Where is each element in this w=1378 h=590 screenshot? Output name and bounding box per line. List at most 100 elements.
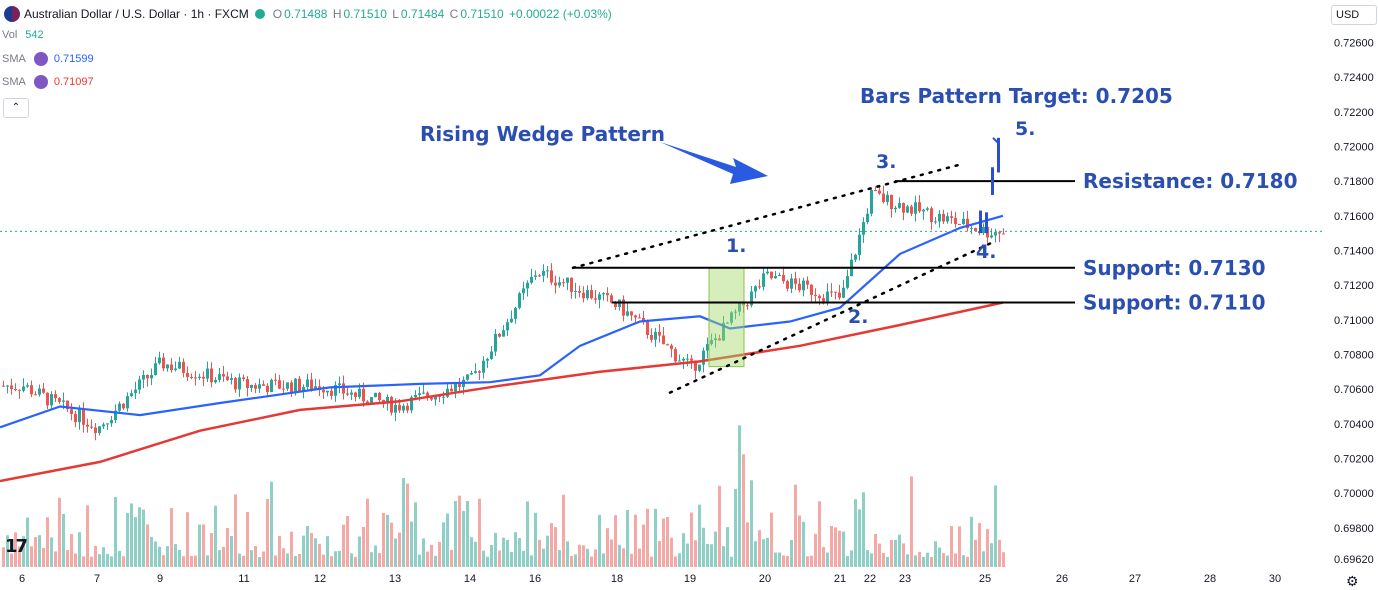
volume-bar (862, 492, 865, 567)
candle-body (842, 287, 845, 298)
candle-body (94, 427, 97, 434)
candle-body (174, 368, 177, 370)
volume-bar (798, 515, 801, 567)
sma2-legend[interactable]: SMA 0.71097 (2, 75, 94, 89)
candle-body (990, 235, 993, 238)
candle-body (634, 315, 637, 318)
candle-body (822, 298, 825, 302)
volume-bar (418, 554, 421, 567)
collapse-legend-button[interactable]: ⌃ (3, 98, 29, 118)
candle-body (798, 283, 801, 291)
volume-bar (338, 550, 341, 567)
open-value: 0.71488 (284, 7, 328, 21)
volume-bar (554, 527, 557, 567)
volume-bar (1002, 552, 1005, 567)
volume-bar (38, 535, 41, 567)
candle-body (762, 273, 765, 287)
candle-body (946, 216, 949, 222)
gear-icon[interactable]: ⚙ (1346, 573, 1359, 589)
y-tick-label: 0.72000 (1334, 141, 1374, 153)
sma1-legend[interactable]: SMA 0.71599 (2, 52, 94, 66)
y-tick-label: 0.71800 (1334, 176, 1374, 188)
volume-label: Vol (2, 29, 18, 41)
volume-bar (642, 524, 645, 567)
volume-bar (970, 516, 973, 567)
candle-body (306, 379, 309, 388)
candle-body (910, 206, 913, 214)
volume-bar (462, 510, 465, 567)
volume-bar (190, 555, 193, 567)
candle-body (802, 280, 805, 291)
wedge-label: Rising Wedge Pattern (420, 122, 665, 146)
candle-body (290, 382, 293, 393)
candle-body (926, 208, 929, 210)
candle-body (198, 376, 201, 379)
candle-body (506, 322, 509, 331)
volume-bar (818, 501, 821, 567)
volume-bar (54, 551, 57, 567)
volume-bar (542, 548, 545, 567)
y-axis[interactable]: 0.72600 0.72400 0.72200 0.72000 0.71800 0.716… (1334, 37, 1374, 566)
candle-body (794, 278, 797, 284)
candle-body (58, 398, 61, 402)
volume-bar (414, 502, 417, 567)
x-tick-label: 28 (1204, 573, 1216, 585)
volume-bar (46, 517, 49, 567)
level-label: Support: 0.7130 (1083, 256, 1266, 280)
candle-body (726, 322, 729, 324)
candle-body (154, 363, 157, 376)
volume-bar (530, 555, 533, 567)
volume-bar (958, 526, 961, 567)
candle-body (582, 292, 585, 299)
volume-bar (114, 496, 117, 567)
volume-bar (502, 537, 505, 567)
x-axis[interactable]: 6 7 9 11 12 13 14 16 18 19 20 21 22 23 25 26 27 28 30 (19, 573, 1281, 585)
volume-bar (198, 524, 201, 567)
candle-body (246, 379, 249, 388)
candle-body (210, 368, 213, 383)
chart-header: Australian Dollar / U.S. Dollar · 1h · F… (0, 0, 614, 28)
volume-legend[interactable]: Vol 542 (2, 29, 44, 41)
candle-body (530, 276, 533, 283)
volume-bar (422, 538, 425, 567)
candle-body (90, 426, 93, 428)
candle-body (410, 397, 413, 411)
volume-bar (274, 555, 277, 567)
candle-body (906, 206, 909, 213)
candle-body (914, 202, 917, 214)
volume-bar (806, 556, 809, 567)
sma-200-line (0, 301, 1004, 483)
volume-bar (622, 548, 625, 567)
currency-selector[interactable]: USD (1331, 5, 1377, 25)
candle-body (142, 374, 145, 380)
candle-body (754, 286, 757, 292)
candle-body (278, 380, 281, 389)
volume-bar (518, 538, 521, 567)
x-tick-label: 12 (314, 573, 326, 585)
candle-body (782, 275, 785, 282)
y-tick-label: 0.70200 (1334, 453, 1374, 465)
volume-bar (566, 541, 569, 567)
y-tick-label: 0.71000 (1334, 315, 1374, 327)
sma-50-line (0, 214, 1004, 429)
volume-bar (110, 556, 113, 567)
candle-body (186, 372, 189, 377)
volume-bar (234, 494, 237, 567)
volume-bar (150, 536, 153, 567)
candle-body (106, 423, 109, 425)
symbol-title[interactable]: Australian Dollar / U.S. Dollar · 1h · F… (24, 7, 249, 21)
volume-bar (698, 504, 701, 567)
volume-bar (202, 524, 205, 567)
candle-body (326, 390, 329, 393)
volume-bar (406, 483, 409, 567)
candle-body (586, 290, 589, 299)
candle-body (346, 393, 349, 395)
volume-bar (610, 539, 613, 567)
volume-bar (26, 517, 29, 567)
candle-body (166, 364, 169, 369)
volume-bar (738, 425, 741, 567)
volume-bar (786, 555, 789, 567)
candle-body (406, 405, 409, 411)
candle-body (170, 364, 173, 370)
